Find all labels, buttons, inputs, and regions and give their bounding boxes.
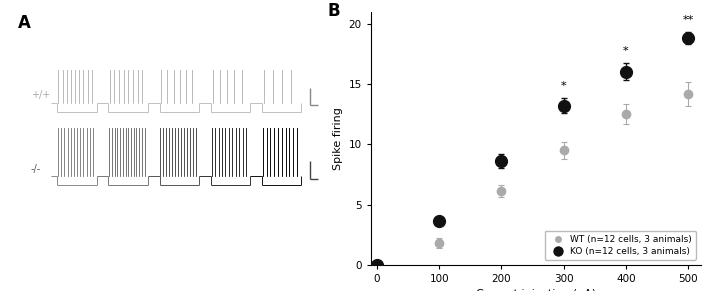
X-axis label: Current injection (pA): Current injection (pA) — [475, 289, 596, 291]
Text: -/-: -/- — [31, 164, 41, 174]
Text: A: A — [18, 14, 31, 32]
Text: B: B — [327, 1, 340, 19]
Text: *: * — [623, 46, 628, 56]
Y-axis label: Spike firing: Spike firing — [333, 107, 343, 170]
Text: +/+: +/+ — [31, 90, 50, 100]
Legend: WT (n=12 cells, 3 animals), KO (n=12 cells, 3 animals): WT (n=12 cells, 3 animals), KO (n=12 cel… — [545, 230, 696, 260]
Text: **: ** — [683, 15, 694, 25]
Text: *: * — [561, 81, 566, 91]
